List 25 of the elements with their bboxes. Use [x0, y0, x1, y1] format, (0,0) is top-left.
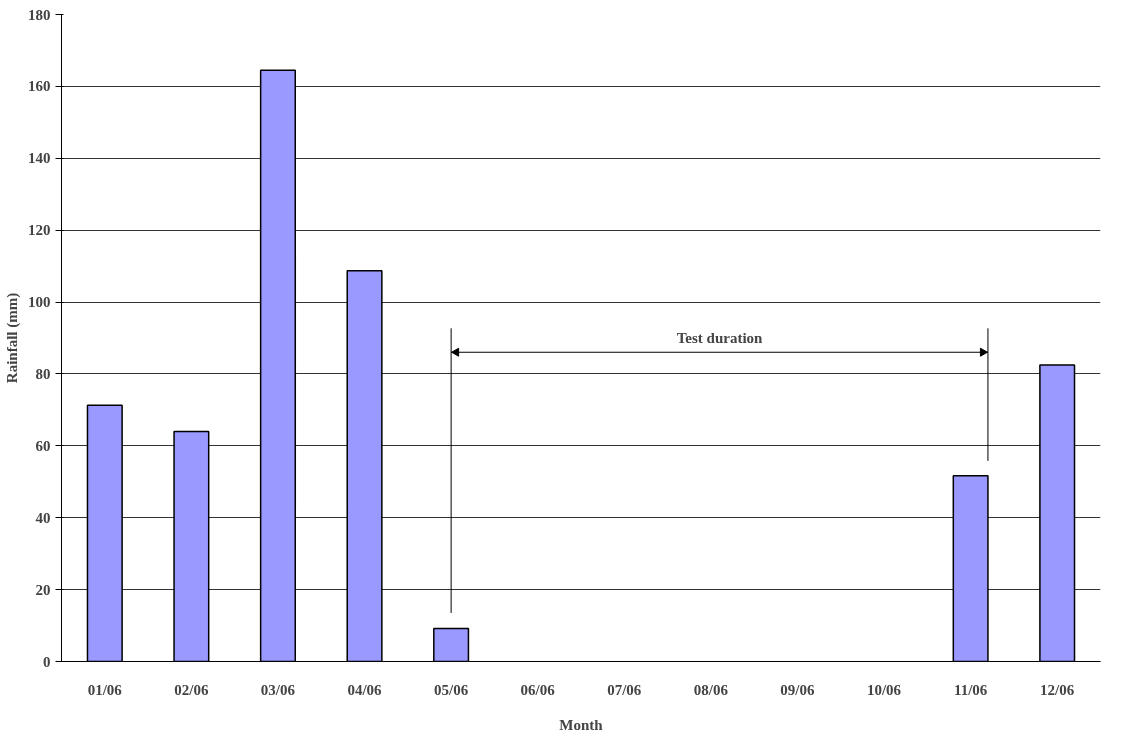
y-tick-label: 20 [35, 581, 51, 598]
x-tick-label: 11/06 [953, 681, 988, 698]
x-tick-label: 01/06 [87, 681, 123, 698]
y-tick-label: 120 [28, 222, 51, 239]
x-tick-label: 10/06 [866, 681, 902, 698]
x-tick-label: 07/06 [607, 681, 642, 698]
y-axis-title: Rainfall (mm) [4, 292, 21, 384]
x-tick-label: 04/06 [347, 681, 383, 698]
x-tick-label: 08/06 [693, 681, 729, 698]
y-tick-label: 100 [28, 294, 51, 311]
x-axis-title: Month [559, 716, 604, 733]
x-tick-label: 05/06 [434, 681, 469, 698]
y-tick-label: 160 [28, 78, 51, 95]
x-tick-label: 03/06 [260, 681, 296, 698]
x-tick-label: 12/06 [1040, 681, 1075, 698]
y-tick-label: 40 [35, 509, 51, 526]
x-tick-label: 02/06 [174, 681, 209, 698]
y-tick-label: 0 [43, 653, 51, 670]
x-tick-label: 09/06 [780, 681, 816, 698]
y-tick-label: 80 [35, 365, 51, 382]
y-tick-label: 140 [28, 150, 51, 167]
x-tick-label: 06/06 [520, 681, 556, 698]
y-tick-label: 60 [35, 437, 51, 454]
annotation: Test duration [676, 330, 764, 347]
y-tick-label: 180 [28, 6, 51, 23]
